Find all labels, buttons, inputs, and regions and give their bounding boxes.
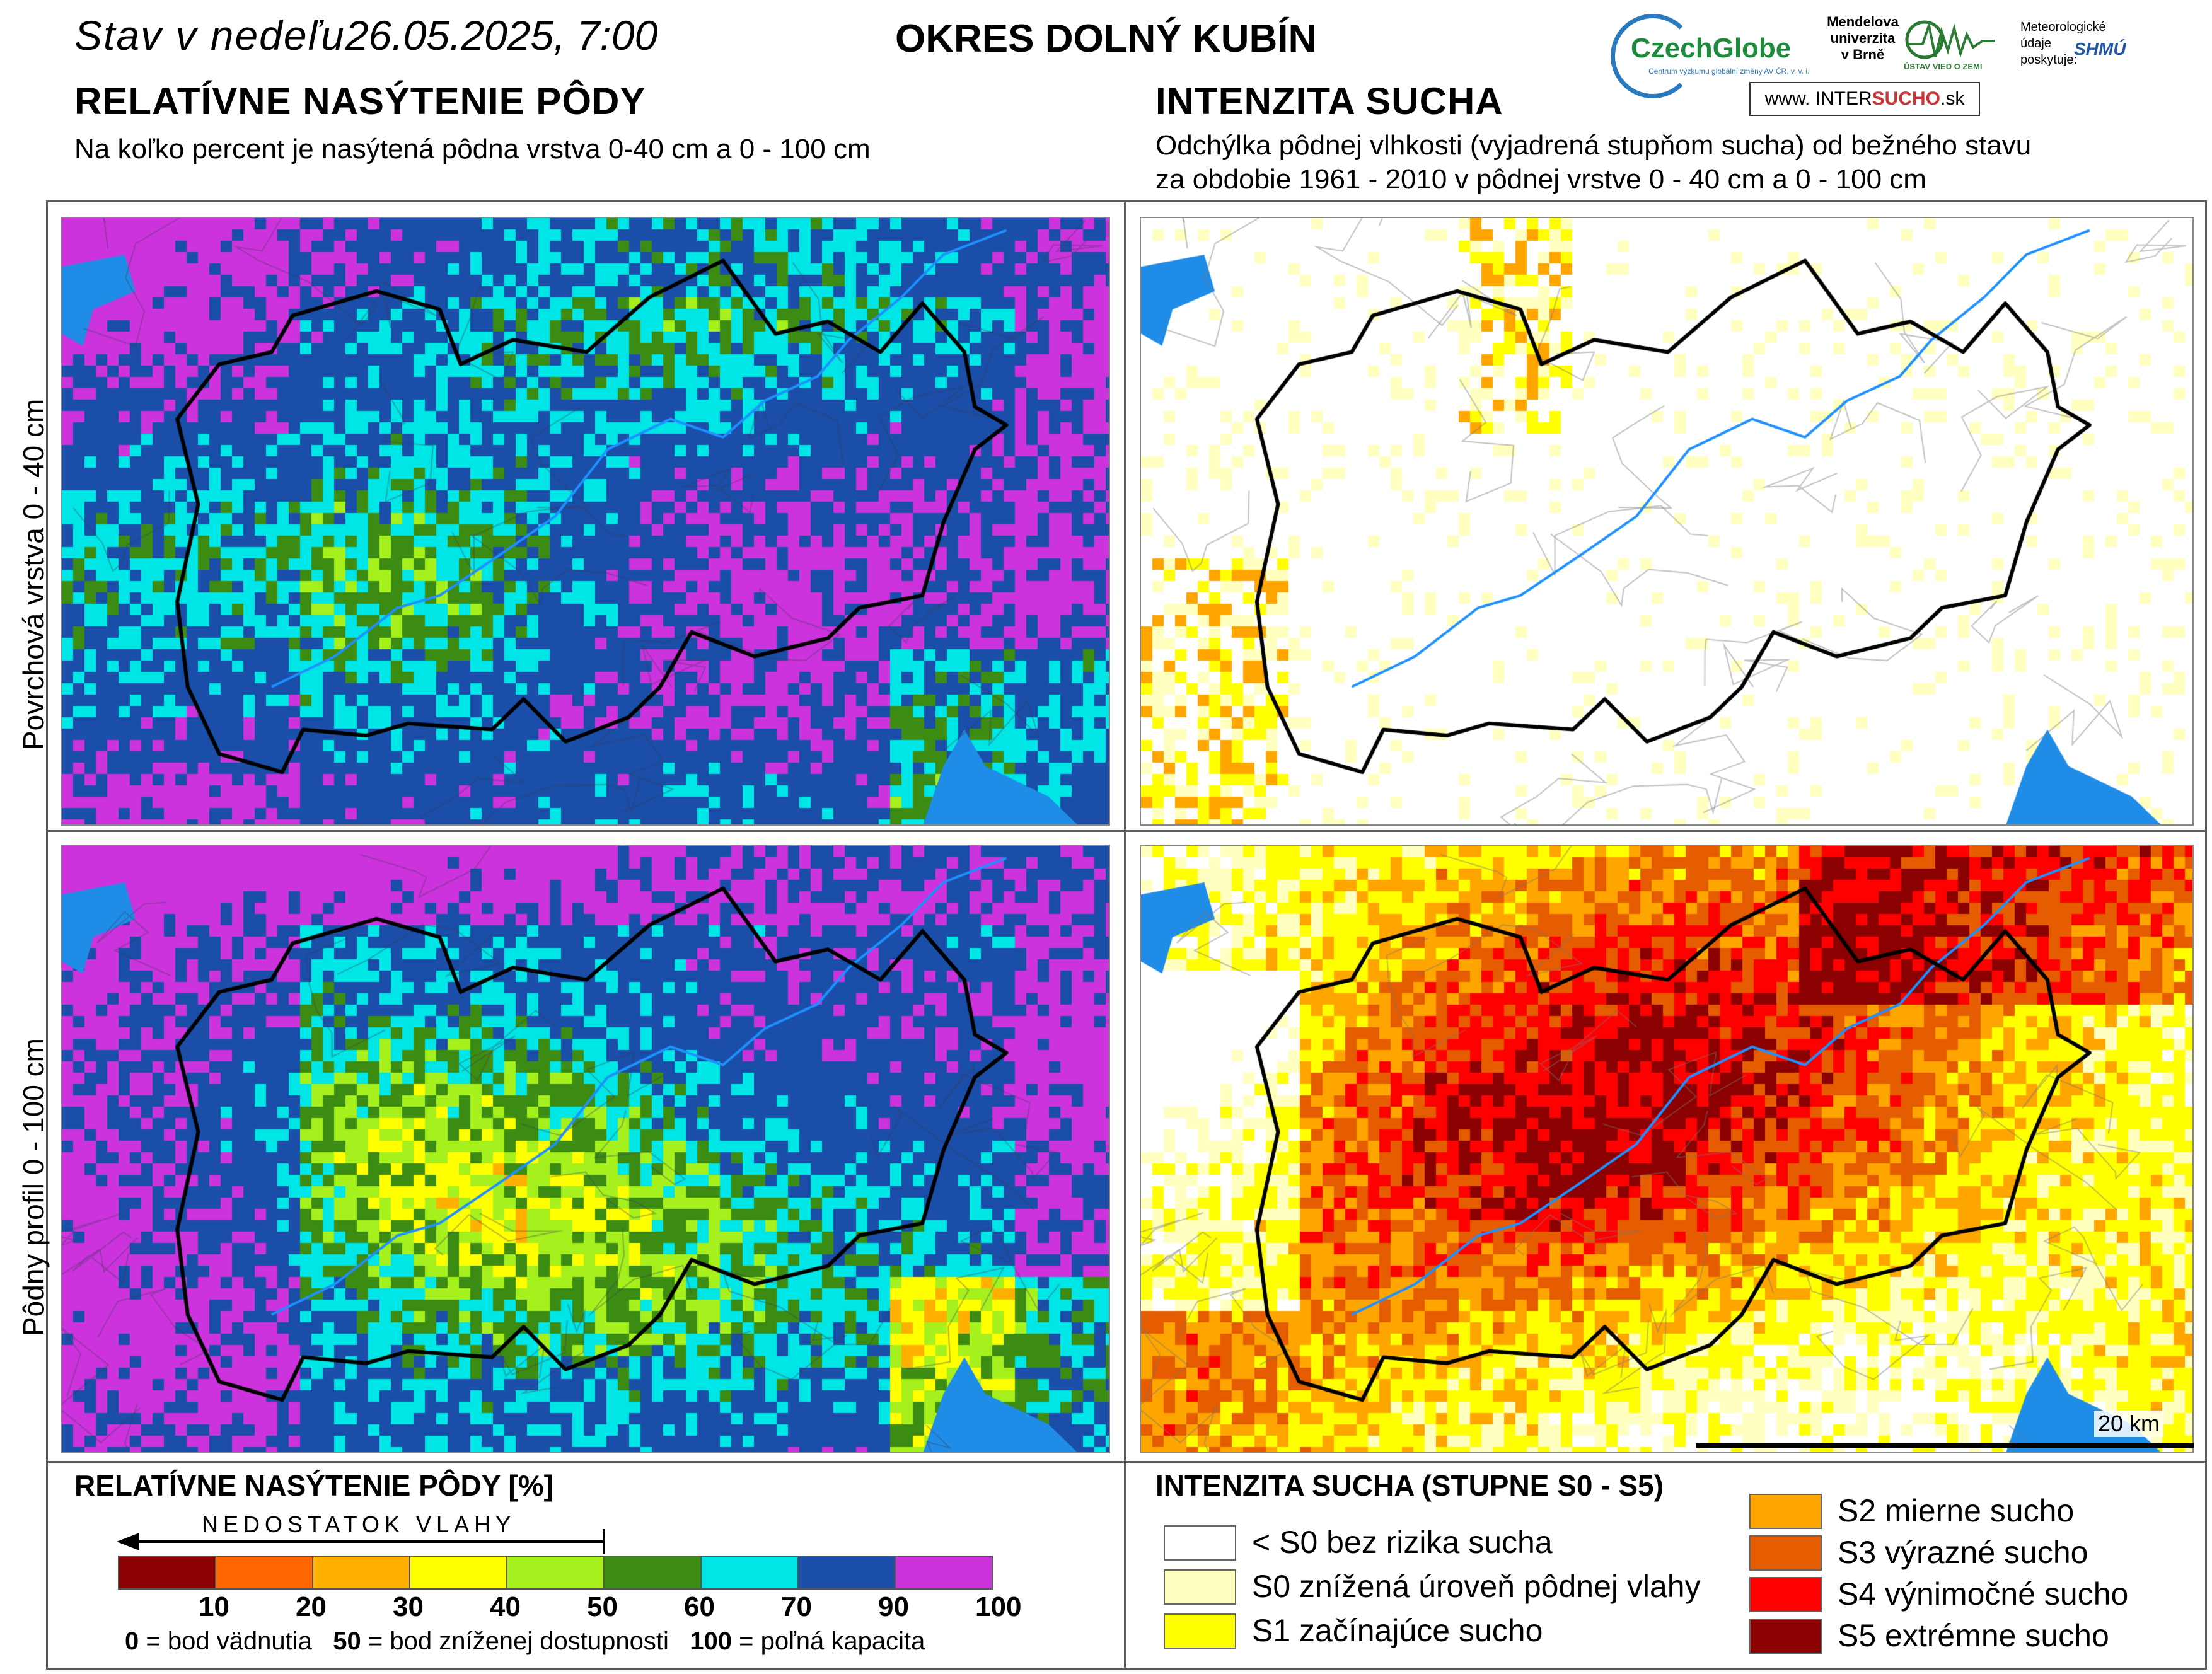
drought-legend-swatch — [1164, 1613, 1236, 1649]
mendel-line1: Mendelova — [1827, 14, 1899, 30]
met-data-caption: Meteorologické údaje poskytuje: — [2020, 19, 2106, 68]
mendel-line3: v Brně — [1841, 47, 1885, 62]
intersucho-link[interactable]: www. INTERSUCHO.sk — [1749, 82, 1980, 116]
shmu-logo[interactable]: SHMÚ — [2074, 39, 2126, 59]
map-drought-profile[interactable] — [1140, 845, 2194, 1453]
saturation-class-swatch — [603, 1556, 702, 1590]
drought-legend-swatch — [1164, 1525, 1236, 1561]
drought-legend-label: S2 mierne sucho — [1838, 1493, 2075, 1528]
district-title: OKRES DOLNÝ KUBÍN — [895, 17, 1317, 61]
czechglobe-subtitle: Centrum výzkumu globální změny AV ČR, v.… — [1648, 67, 1810, 76]
map-saturation-topsoil-canvas — [62, 218, 1109, 824]
saturation-tick-label: 40 — [490, 1591, 521, 1622]
map-saturation-topsoil[interactable] — [61, 217, 1110, 826]
date-heading: Stav v nedeľu26.05.2025, 7:00 — [74, 11, 657, 59]
saturation-legend-title: RELATÍVNE NASÝTENIE PÔDY [%] — [74, 1469, 553, 1502]
note-0-text: = bod vädnutia — [139, 1627, 312, 1655]
met-line3: poskytuje: — [2020, 53, 2078, 67]
map-drought-topsoil[interactable] — [1140, 217, 2194, 826]
drought-legend-label: S4 výnimočné sucho — [1838, 1576, 2129, 1612]
drought-legend-label: S5 extrémne sucho — [1838, 1618, 2109, 1653]
note-0-number: 0 — [125, 1627, 139, 1655]
saturation-tick-label: 20 — [296, 1591, 327, 1622]
saturation-section-subtitle: Na koľko percent je nasýtená pôdna vrstv… — [74, 134, 871, 165]
saturation-class-swatch — [895, 1556, 993, 1590]
map-saturation-profile[interactable] — [61, 845, 1110, 1453]
uvgz-logo[interactable]: ÚSTAV VIED O ZEMI — [1904, 19, 1998, 76]
drought-legend-title: INTENZITA SUCHA (STUPNE S0 - S5) — [1155, 1469, 1664, 1502]
note-50-number: 50 — [333, 1627, 361, 1655]
saturation-tick-label: 50 — [587, 1591, 618, 1622]
note-100-text: = poľná kapacita — [731, 1627, 925, 1655]
drought-legend-swatch — [1749, 1535, 1822, 1571]
uvgz-name: ÚSTAV VIED O ZEMI — [1904, 62, 1983, 71]
mendel-logo[interactable]: Mendelova univerzita v Brně — [1815, 14, 1910, 63]
seismograph-icon — [1905, 20, 1995, 59]
map-drought-profile-canvas — [1141, 846, 2192, 1452]
saturation-tick-label: 60 — [684, 1591, 715, 1622]
figure-frame — [46, 200, 2207, 1670]
map-drought-topsoil-canvas — [1141, 218, 2192, 824]
row-label-top: Povrchová vrstva 0 - 40 cm — [17, 398, 50, 750]
saturation-tick-label: 90 — [878, 1591, 909, 1622]
legend-divider — [46, 1461, 2207, 1463]
czechglobe-ring-icon — [1611, 14, 1695, 98]
czechglobe-logo[interactable]: CzechGlobe Centrum výzkumu globální změn… — [1611, 14, 1809, 98]
saturation-tick-label: 100 — [975, 1591, 1022, 1622]
saturation-class-swatch — [215, 1556, 313, 1590]
drought-section-subtitle-line1: Odchýlka pôdnej vlhkosti (vyjadrená stup… — [1155, 130, 2032, 161]
saturation-class-swatch — [700, 1556, 799, 1590]
met-line2: údaje — [2020, 37, 2051, 50]
deficit-label: NEDOSTATOK VLAHY — [202, 1511, 516, 1537]
map-saturation-profile-canvas — [62, 846, 1109, 1452]
scale-bar-label: 20 km — [2094, 1411, 2164, 1437]
drought-legend-label: S3 výrazné sucho — [1838, 1535, 2088, 1570]
note-50-text: = bod zníženej dostupnosti — [361, 1627, 669, 1655]
drought-section-subtitle-line2: za obdobie 1961 - 2010 v pôdnej vrstve 0… — [1155, 164, 1926, 195]
date-value: 26.05.2025, 7:00 — [345, 12, 658, 59]
czechglobe-name: CzechGlobe — [1631, 33, 1792, 64]
met-line1: Meteorologické — [2020, 20, 2106, 34]
saturation-class-swatch — [506, 1556, 605, 1590]
saturation-tick-label: 10 — [199, 1591, 229, 1622]
saturation-tick-label: 30 — [393, 1591, 424, 1622]
note-100-number: 100 — [690, 1627, 732, 1655]
row-divider — [46, 830, 2207, 832]
saturation-class-swatch — [118, 1556, 216, 1590]
saturation-section-title: RELATÍVNE NASÝTENIE PÔDY — [74, 80, 646, 122]
drought-legend-label: < S0 bez rizika sucha — [1252, 1525, 1553, 1560]
drought-legend-swatch — [1749, 1619, 1822, 1654]
saturation-class-swatch — [797, 1556, 896, 1590]
intersucho-www: www. — [1764, 88, 1810, 109]
intersucho-sucho: SUCHO — [1872, 88, 1941, 109]
mendel-line2: univerzita — [1830, 30, 1896, 46]
drought-legend-swatch — [1749, 1494, 1822, 1529]
saturation-class-swatch — [312, 1556, 410, 1590]
drought-legend-label: S0 znížená úroveň pôdnej vlahy — [1252, 1569, 1701, 1604]
intersucho-inter: INTER — [1815, 88, 1872, 109]
row-label-bottom: Pôdny profil 0 - 100 cm — [17, 1037, 50, 1336]
drought-section-title: INTENZITA SUCHA — [1155, 80, 1503, 122]
drought-legend-swatch — [1749, 1577, 1822, 1612]
saturation-legend-note: 0 = bod vädnutia 50 = bod zníženej dostu… — [125, 1627, 925, 1656]
scale-bar — [1696, 1443, 2194, 1448]
drought-legend-swatch — [1164, 1569, 1236, 1605]
saturation-class-swatch — [409, 1556, 507, 1590]
deficit-arrow-icon — [117, 1529, 605, 1554]
date-prefix: Stav v nedeľu — [74, 12, 345, 59]
column-divider — [1124, 200, 1126, 1670]
drought-legend-label: S1 začínajúce sucho — [1252, 1613, 1543, 1648]
intersucho-sk: .sk — [1940, 88, 1965, 109]
saturation-tick-label: 70 — [781, 1591, 812, 1622]
